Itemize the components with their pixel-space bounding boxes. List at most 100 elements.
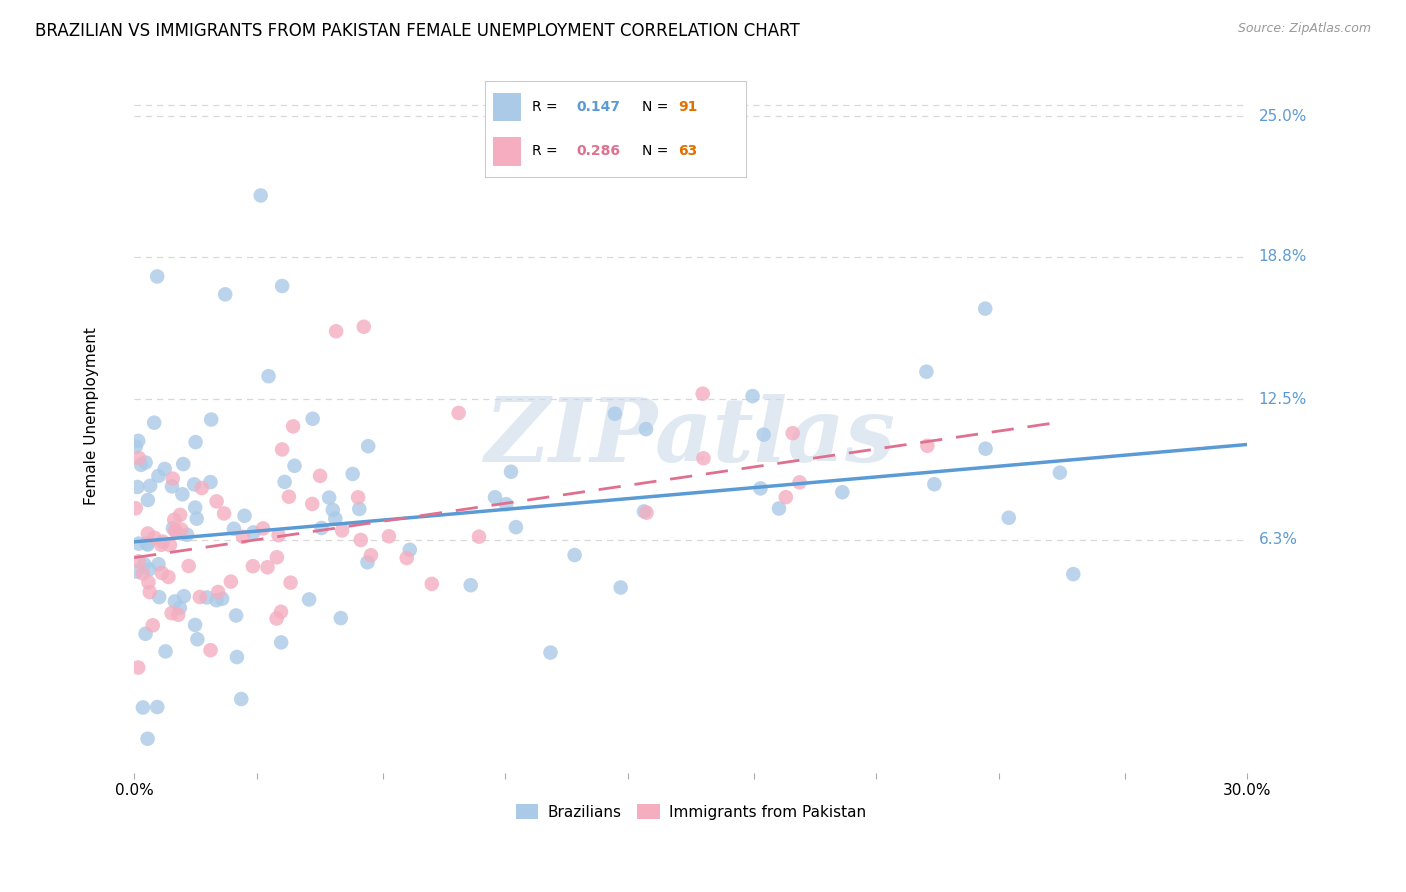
Point xyxy=(609,581,631,595)
Point xyxy=(131,566,153,581)
Point xyxy=(183,477,205,491)
Point xyxy=(163,594,186,608)
Point xyxy=(749,482,772,496)
Point xyxy=(127,434,149,448)
Point xyxy=(318,491,340,505)
Point xyxy=(540,646,562,660)
Point xyxy=(125,501,148,516)
Point xyxy=(741,389,763,403)
Point xyxy=(256,560,278,574)
Legend: Brazilians, Immigrants from Pakistan: Brazilians, Immigrants from Pakistan xyxy=(509,797,872,826)
Point xyxy=(128,554,150,568)
Point xyxy=(915,365,938,379)
Point xyxy=(135,626,157,640)
Point xyxy=(205,593,228,607)
Point xyxy=(353,319,375,334)
Point xyxy=(257,369,280,384)
Point xyxy=(564,548,586,562)
Point xyxy=(360,548,382,562)
Point xyxy=(128,451,150,466)
Point xyxy=(395,551,418,566)
Point xyxy=(184,618,207,632)
Text: Female Unemployment: Female Unemployment xyxy=(84,327,100,505)
Point xyxy=(184,500,207,515)
Point xyxy=(155,644,177,658)
Point xyxy=(172,487,194,501)
Point xyxy=(169,508,191,522)
Point xyxy=(148,590,170,604)
Point xyxy=(159,538,181,552)
Text: 25.0%: 25.0% xyxy=(1258,109,1306,124)
Point xyxy=(298,592,321,607)
Point xyxy=(200,475,222,489)
Point xyxy=(135,536,157,550)
Point xyxy=(138,562,160,576)
Point xyxy=(495,497,517,511)
Point xyxy=(277,490,299,504)
Point xyxy=(226,650,249,665)
Point xyxy=(505,520,527,534)
Point xyxy=(1062,567,1084,582)
Point xyxy=(160,479,183,493)
Point xyxy=(398,542,420,557)
Point xyxy=(170,523,193,537)
Point xyxy=(789,475,811,490)
Point xyxy=(176,528,198,542)
Point xyxy=(214,287,236,301)
Point xyxy=(205,494,228,508)
Point xyxy=(357,439,380,453)
Point xyxy=(271,279,294,293)
Point xyxy=(252,521,274,535)
Point xyxy=(172,457,194,471)
Point xyxy=(322,503,344,517)
Point xyxy=(782,426,804,441)
Point xyxy=(281,419,304,434)
Point xyxy=(603,407,626,421)
Point xyxy=(165,524,187,538)
Point xyxy=(378,529,401,543)
Point xyxy=(139,479,162,493)
Point xyxy=(150,538,173,552)
Point xyxy=(165,524,187,538)
Point xyxy=(974,301,997,316)
Point xyxy=(136,537,159,551)
Point xyxy=(347,491,370,505)
Point xyxy=(974,442,997,456)
Point xyxy=(356,555,378,569)
Point xyxy=(132,700,155,714)
Point xyxy=(195,591,218,605)
Point xyxy=(143,531,166,545)
Point xyxy=(342,467,364,481)
Point xyxy=(231,692,253,706)
Point xyxy=(325,324,347,338)
Point xyxy=(633,504,655,518)
Point xyxy=(160,606,183,620)
Point xyxy=(225,608,247,623)
Point xyxy=(447,406,470,420)
Point xyxy=(330,524,353,538)
Point xyxy=(232,530,254,544)
Point xyxy=(270,605,292,619)
Point xyxy=(233,508,256,523)
Text: BRAZILIAN VS IMMIGRANTS FROM PAKISTAN FEMALE UNEMPLOYMENT CORRELATION CHART: BRAZILIAN VS IMMIGRANTS FROM PAKISTAN FE… xyxy=(35,22,800,40)
Point xyxy=(222,522,245,536)
Point xyxy=(150,566,173,580)
Point xyxy=(148,469,170,483)
Point xyxy=(173,589,195,603)
Point xyxy=(266,611,288,625)
Point xyxy=(831,485,853,500)
Point xyxy=(242,525,264,540)
Point xyxy=(157,570,180,584)
Point xyxy=(136,731,159,746)
Point xyxy=(142,618,165,632)
Point xyxy=(184,435,207,450)
Point xyxy=(266,550,288,565)
Point xyxy=(128,536,150,550)
Point xyxy=(127,480,149,494)
Point xyxy=(301,411,323,425)
Point xyxy=(136,493,159,508)
Point xyxy=(138,575,160,590)
Point xyxy=(125,565,148,579)
Text: Source: ZipAtlas.com: Source: ZipAtlas.com xyxy=(1237,22,1371,36)
Point xyxy=(167,607,190,622)
